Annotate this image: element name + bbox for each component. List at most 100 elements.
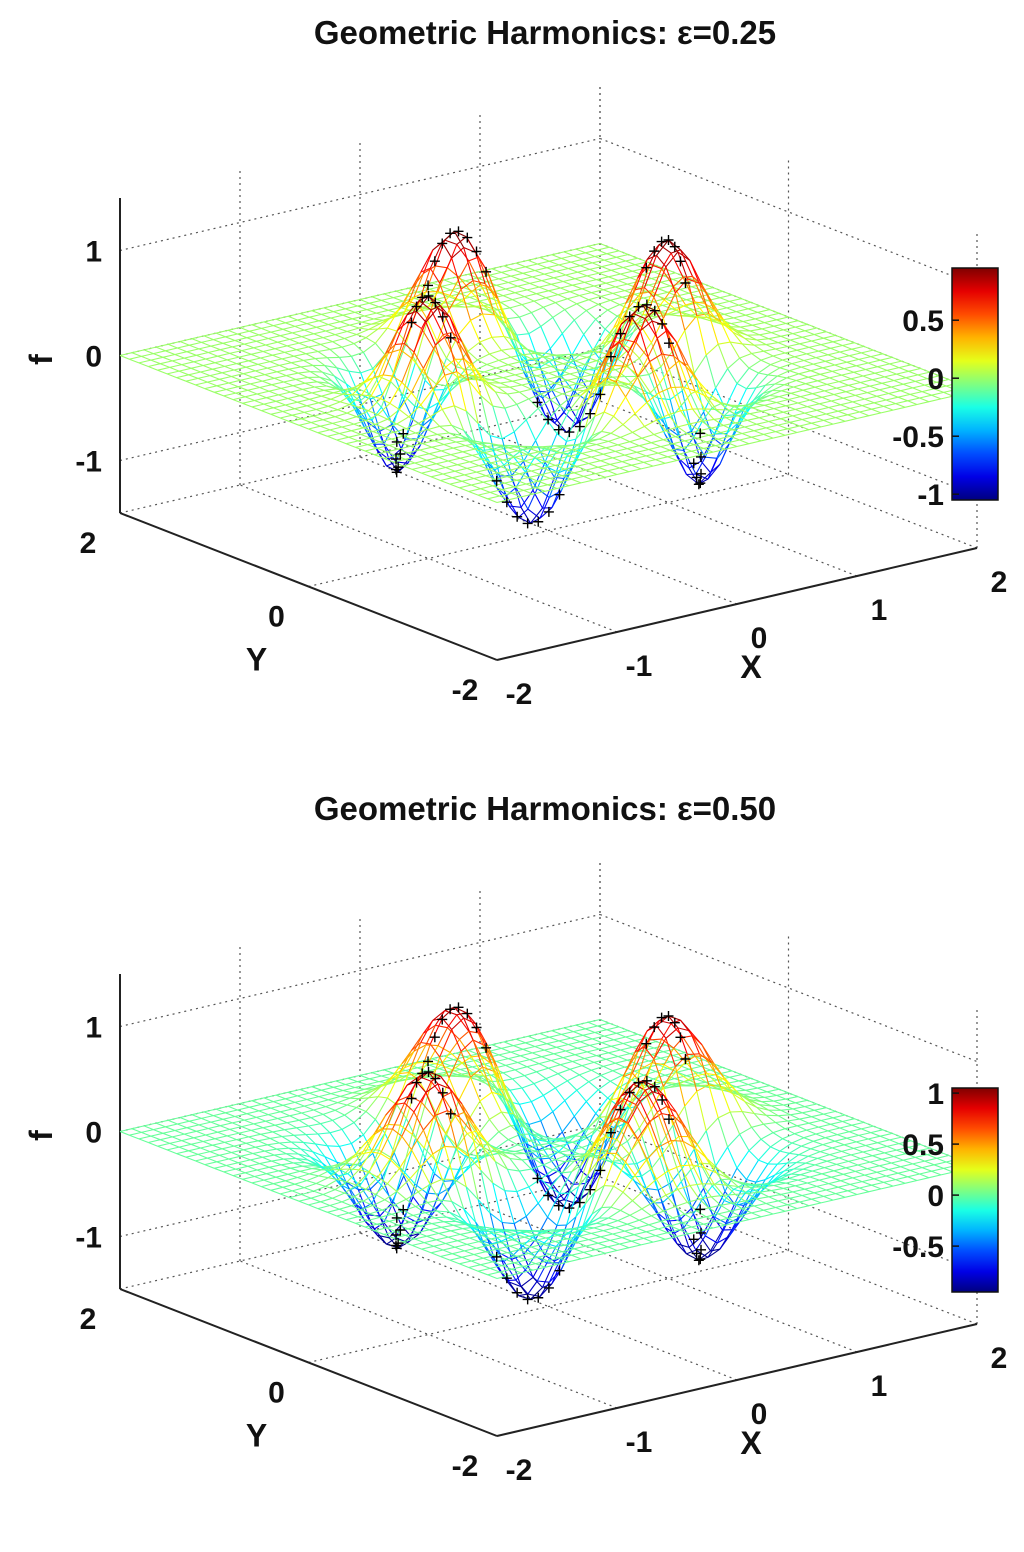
mesh-line — [263, 321, 274, 327]
mesh-line — [341, 423, 355, 428]
plus-marker — [605, 351, 616, 362]
mesh-line — [264, 374, 275, 379]
mesh-line — [265, 1117, 278, 1122]
mesh-line — [534, 1045, 545, 1051]
mesh-line — [445, 1242, 456, 1248]
mesh-line — [243, 1149, 254, 1155]
mesh-line — [214, 391, 224, 397]
mesh-line — [237, 330, 250, 335]
mesh-line — [717, 344, 729, 369]
mesh-line — [610, 266, 624, 271]
mesh-line — [607, 304, 620, 311]
mesh-line — [633, 385, 647, 393]
mesh-line — [216, 1158, 229, 1163]
mesh-line — [739, 352, 752, 359]
mesh-line — [375, 1123, 389, 1133]
mesh-line — [478, 1238, 492, 1243]
mesh-line — [496, 1060, 506, 1066]
mesh-line — [527, 488, 538, 510]
mesh-line — [535, 487, 546, 492]
mesh-line — [474, 1156, 485, 1159]
mesh-line — [131, 352, 142, 357]
mesh-line — [501, 1045, 514, 1049]
mesh-line — [452, 474, 465, 479]
mesh-line — [806, 350, 819, 355]
mesh-line — [213, 339, 224, 344]
mesh-line — [214, 1135, 228, 1140]
mesh-line — [596, 440, 609, 446]
mesh-line — [251, 1182, 262, 1188]
mesh-line — [889, 363, 900, 369]
mesh-line — [758, 372, 769, 376]
mesh-line — [845, 391, 856, 396]
mesh-line — [668, 239, 679, 253]
x-tick-label: -2 — [506, 1454, 533, 1487]
mesh-line — [764, 401, 777, 406]
mesh-line — [410, 392, 422, 406]
mesh-line — [699, 427, 712, 432]
mesh-line — [825, 410, 839, 415]
mesh-line — [658, 392, 670, 415]
mesh-line — [658, 386, 672, 394]
x-tick-label: 2 — [991, 1342, 1008, 1375]
mesh-line — [452, 1253, 463, 1258]
mesh-line — [505, 1149, 516, 1152]
mesh-line — [512, 299, 523, 306]
mesh-line — [268, 337, 278, 343]
mesh-line — [402, 358, 413, 395]
mesh-line — [131, 349, 145, 354]
mesh-line — [356, 410, 369, 418]
mesh-line — [475, 443, 486, 465]
mesh-line — [413, 351, 424, 369]
mesh-line — [653, 268, 667, 273]
mesh-line — [240, 1155, 251, 1161]
mesh-line — [498, 1054, 509, 1060]
mesh-line — [583, 475, 594, 481]
mesh-line — [784, 384, 794, 388]
mesh-line — [677, 423, 691, 428]
mesh-line — [481, 373, 494, 378]
mesh-line — [410, 368, 424, 393]
mesh-line — [388, 444, 399, 450]
mesh-line — [625, 396, 636, 414]
plus-marker — [633, 301, 644, 312]
mesh-line — [764, 404, 775, 410]
mesh-line — [448, 432, 459, 438]
mesh-line — [269, 1137, 280, 1144]
mesh-line — [482, 313, 495, 316]
mesh-line — [217, 1131, 228, 1137]
mesh-line — [412, 466, 425, 470]
mesh-line — [169, 364, 182, 368]
mesh-line — [328, 321, 341, 326]
mesh-line — [613, 415, 624, 426]
mesh-line — [373, 318, 384, 321]
mesh-line — [897, 396, 908, 402]
mesh-line — [246, 1113, 257, 1118]
mesh-line — [138, 362, 149, 368]
mesh-line — [534, 1043, 548, 1048]
mesh-line — [311, 1083, 325, 1088]
mesh-line — [318, 1096, 329, 1101]
mesh-line — [209, 1148, 223, 1153]
mesh-line — [679, 288, 690, 294]
mesh-line — [294, 1101, 305, 1107]
mesh-line — [299, 1088, 310, 1094]
mesh-line — [856, 415, 870, 420]
mesh-line — [517, 1139, 530, 1146]
mesh-line — [335, 1162, 346, 1169]
mesh-line — [508, 1098, 519, 1119]
mesh-line — [567, 294, 580, 300]
mesh-line — [377, 1079, 391, 1098]
mesh-line — [178, 370, 189, 376]
mesh-line — [329, 1128, 343, 1134]
mesh-line — [663, 286, 675, 301]
mesh-line — [668, 360, 680, 370]
mesh-line — [406, 1062, 418, 1076]
mesh-line — [674, 292, 686, 331]
mesh-line — [577, 268, 590, 273]
mesh-line — [871, 408, 882, 414]
mesh-line — [478, 462, 492, 467]
mesh-line — [377, 1176, 388, 1185]
mesh-line — [712, 287, 723, 292]
colorbar-tick-label: 0.5 — [902, 305, 944, 338]
